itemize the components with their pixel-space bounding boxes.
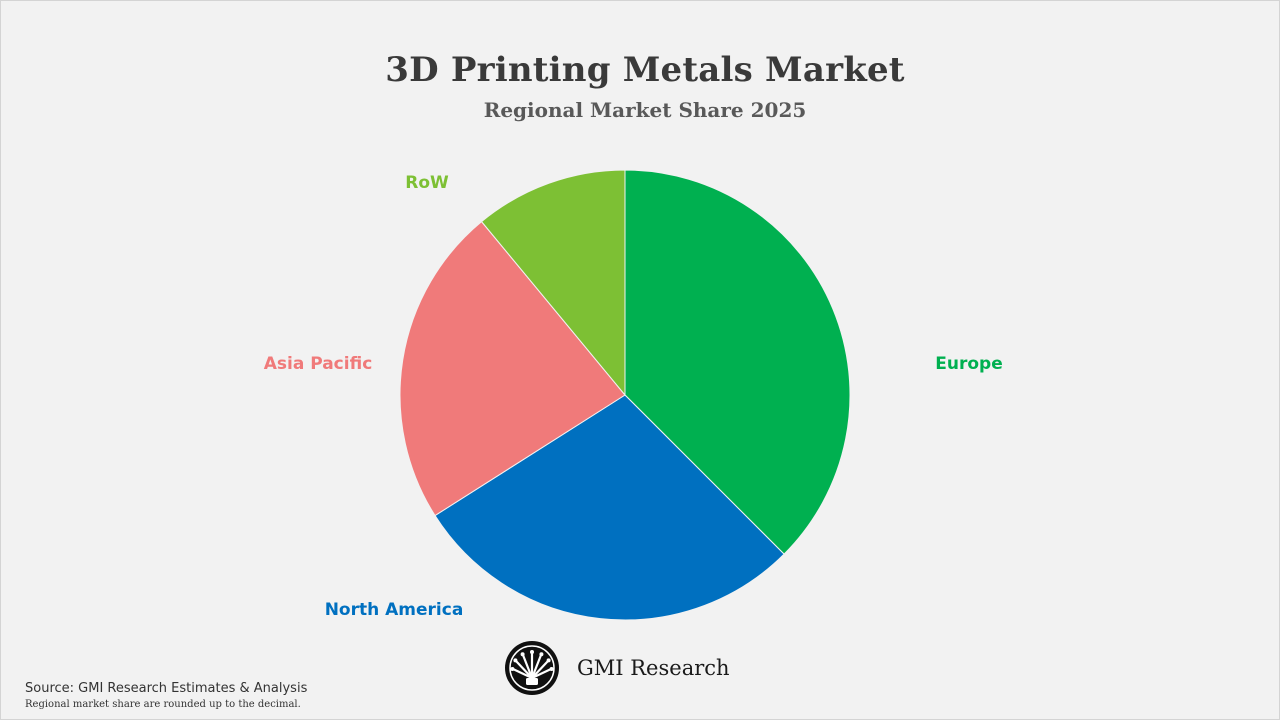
pie-slice-asia-pacific <box>399 220 626 517</box>
pie-slice-row <box>480 169 626 397</box>
chart-subtitle: Regional Market Share 2025 <box>483 98 807 122</box>
pie-label-row: RoW <box>405 173 449 193</box>
pie-slice-north-america <box>434 394 785 621</box>
pie-slice-europe <box>624 169 851 555</box>
source-text: Source: GMI Research Estimates & Analysi… <box>25 681 308 696</box>
chart-title: 3D Printing Metals Market <box>385 50 905 90</box>
footnote-text: Regional market share are rounded up to … <box>25 699 301 710</box>
pie-labels: Europe North America Asia Pacific RoW <box>264 173 1003 620</box>
brand-name: GMI Research <box>577 656 730 680</box>
gmi-fan-logo-icon <box>505 641 559 695</box>
pie-label-asia-pacific: Asia Pacific <box>264 354 373 374</box>
pie-slices <box>399 169 851 621</box>
pie-label-north-america: North America <box>325 600 464 620</box>
pie-label-europe: Europe <box>935 354 1002 374</box>
brand: GMI Research <box>504 640 730 696</box>
